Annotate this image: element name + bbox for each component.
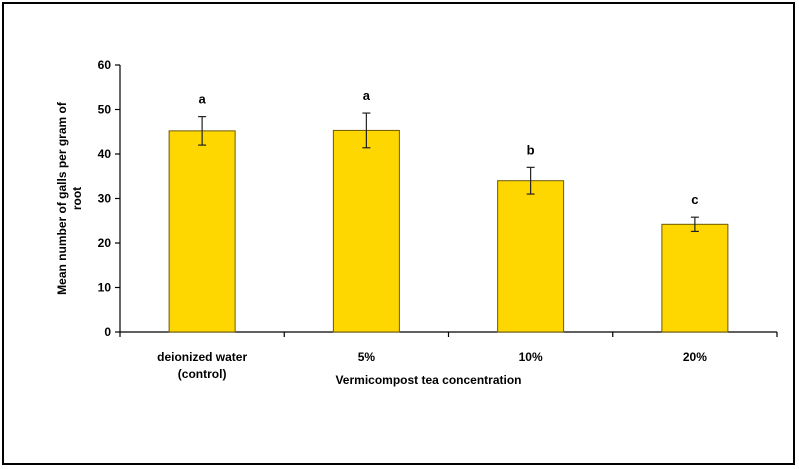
x-tick-label: 20% [683, 350, 707, 364]
x-tick-label: deionized water [157, 350, 247, 364]
bar [497, 180, 565, 333]
y-tick-label: 20 [98, 236, 112, 250]
significance-label: b [527, 142, 535, 157]
x-tick-label: 5% [358, 350, 376, 364]
y-tick-label: 40 [98, 147, 112, 161]
bar [168, 130, 236, 333]
y-tick-label: 0 [104, 325, 111, 339]
y-axis: 0 10 20 30 40 50 60 [98, 58, 121, 339]
y-tick-label: 50 [98, 103, 112, 117]
x-tick-label: (control) [178, 367, 227, 381]
x-tick-label: 10% [519, 350, 543, 364]
x-axis [119, 331, 778, 337]
error-bars [198, 112, 699, 233]
bar [332, 129, 400, 333]
significance-label: c [691, 192, 698, 207]
significance-labels: a a b c [199, 88, 699, 207]
y-axis-title-line: Mean number of galls per gram of [55, 101, 69, 295]
y-axis-title-line: root [70, 187, 84, 210]
bars [168, 129, 729, 333]
category-labels: deionized water (control) 5% 10% 20% [157, 350, 707, 381]
y-tick-label: 30 [98, 192, 112, 206]
significance-label: a [363, 88, 371, 103]
significance-label: a [199, 92, 207, 107]
bar [661, 223, 729, 333]
y-axis-title: Mean number of galls per gram of root [55, 101, 84, 295]
x-axis-title: Vermicompost tea concentration [335, 373, 521, 387]
y-tick-label: 10 [98, 281, 112, 295]
y-tick-label: 60 [98, 58, 112, 72]
